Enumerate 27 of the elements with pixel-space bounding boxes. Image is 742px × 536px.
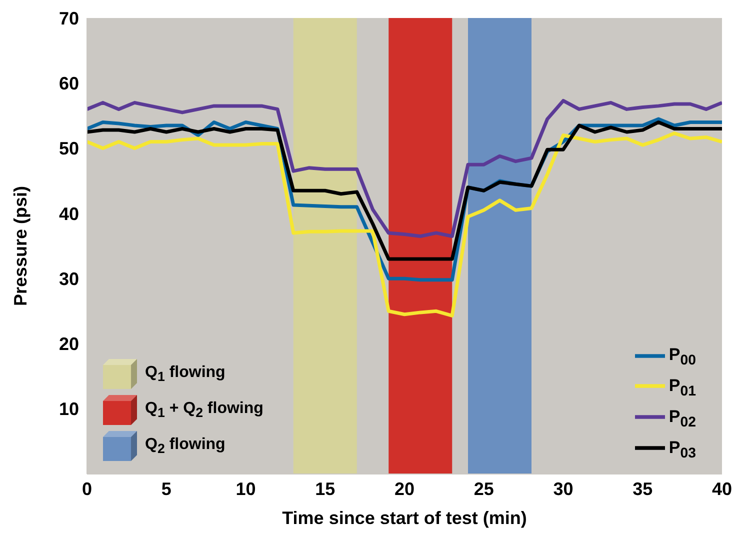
legend-label: P$_{03}$ — [668, 438, 696, 461]
line-series — [87, 98, 722, 238]
x-tick-label: 35 — [632, 478, 653, 499]
y-tick-label: 30 — [58, 268, 79, 289]
legend-label: P$_{02}$ — [668, 406, 696, 430]
y-tick-label: 40 — [58, 204, 79, 224]
y-axis-title: Pressure (psi) — [10, 186, 30, 306]
annotation: Q$_{2}$ flowing — [145, 436, 226, 456]
x-tick-label: 10 — [236, 478, 256, 499]
y-tick-label: 60 — [58, 74, 79, 94]
x-tick-label: 5 — [161, 478, 172, 499]
x-tick-label: 30 — [553, 478, 574, 499]
x-tick-label: 25 — [474, 478, 494, 499]
y-tick-label: 50 — [58, 138, 79, 159]
y-tick-label: 70 — [58, 8, 79, 28]
line-series — [87, 132, 722, 318]
x-tick-label: 20 — [394, 478, 415, 499]
legend-label: P$_{01}$ — [668, 376, 696, 400]
y-tick-label: 20 — [58, 334, 79, 354]
x-axis-title: Time since start of test (min) — [282, 508, 527, 528]
x-tick-label: 0 — [82, 478, 92, 499]
annotation: Q$_{1}$ + Q$_{2}$ flowing — [145, 400, 264, 420]
x-tick-label: 40 — [712, 478, 732, 499]
legend-label: P$_{00}$ — [668, 344, 696, 368]
x-tick-label: 15 — [315, 478, 336, 499]
annotation: Q$_{1}$ flowing — [145, 364, 226, 384]
y-tick-label: 10 — [58, 399, 79, 420]
